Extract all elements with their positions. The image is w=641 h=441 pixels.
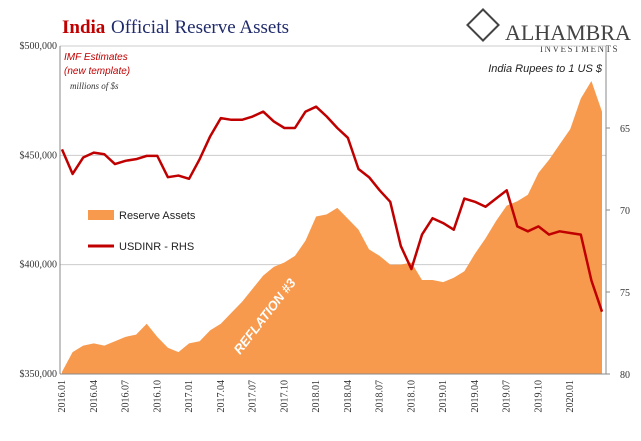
x-tick-label: 2019.01 bbox=[438, 380, 449, 413]
x-tick-label: 2016.07 bbox=[121, 380, 132, 413]
annotation: millions of $s bbox=[70, 81, 119, 91]
annotation: (new template) bbox=[64, 66, 130, 77]
x-tick-label: 2016.04 bbox=[89, 380, 100, 413]
annotation: IMF Estimates bbox=[64, 52, 128, 63]
y-tick-label: $400,000 bbox=[20, 260, 58, 271]
logo-sub: INVESTMENTS bbox=[540, 44, 619, 54]
x-tick-label: 2018.01 bbox=[311, 380, 322, 413]
x-tick-label: 2018.10 bbox=[406, 380, 417, 413]
logo-text: ALHAMBRA bbox=[505, 20, 631, 45]
area bbox=[62, 80, 602, 374]
x-tick-label: 2017.01 bbox=[184, 380, 195, 413]
x-tick-label: 2020.01 bbox=[565, 380, 576, 413]
legend-label: Reserve Assets bbox=[119, 210, 196, 222]
y2-tick-label: 75 bbox=[620, 288, 630, 299]
legend-swatch bbox=[88, 210, 114, 220]
y-tick-label: $350,000 bbox=[20, 369, 58, 380]
x-tick-label: 2019.07 bbox=[502, 380, 513, 413]
x-tick-label: 2019.10 bbox=[533, 380, 544, 413]
logo-icon bbox=[466, 8, 500, 42]
y-tick-label: $500,000 bbox=[20, 41, 58, 52]
y2-tick-label: 80 bbox=[620, 370, 630, 381]
legend-label: USDINR - RHS bbox=[119, 241, 194, 253]
x-tick-label: 2017.07 bbox=[248, 380, 259, 413]
x-tick-label: 2017.04 bbox=[216, 380, 227, 413]
y2-tick-label: 65 bbox=[620, 124, 630, 135]
annotation: India Rupees to 1 US $ bbox=[488, 63, 603, 75]
line bbox=[60, 105, 604, 313]
logo: ALHAMBRA INVESTMENTS bbox=[466, 8, 631, 54]
x-tick-label: 2017.10 bbox=[279, 380, 290, 413]
x-tick-label: 2016.10 bbox=[152, 380, 163, 413]
title-lead: India bbox=[62, 17, 106, 38]
x-tick-label: 2019.04 bbox=[470, 380, 481, 413]
chart-title: Official Reserve Assets bbox=[111, 17, 289, 38]
x-tick-label: 2018.04 bbox=[343, 380, 354, 413]
x-tick-label: 2016.01 bbox=[57, 380, 68, 413]
x-tick-label: 2018.07 bbox=[375, 380, 386, 413]
y2-tick-label: 70 bbox=[620, 206, 630, 217]
y-tick-label: $450,000 bbox=[20, 150, 58, 161]
